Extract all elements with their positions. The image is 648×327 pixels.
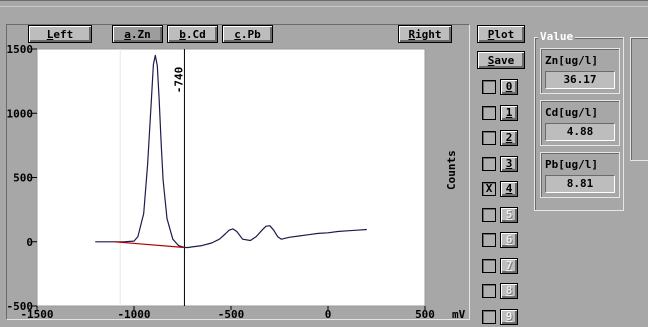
value-group-title: Value xyxy=(538,30,576,43)
y-tick-label: 500 xyxy=(13,172,33,185)
channel-2-checkbox[interactable] xyxy=(482,131,496,145)
x-tick-label: 500 xyxy=(415,308,435,321)
channel-3-checkbox[interactable] xyxy=(482,156,496,171)
value-field: 4.88 xyxy=(545,123,615,141)
channel-1-button[interactable]: 1 xyxy=(500,104,518,121)
channel-9-button[interactable]: 9 xyxy=(500,308,518,325)
channel-0-checkbox[interactable] xyxy=(482,80,496,94)
value-group xyxy=(534,37,624,211)
channel-7-button[interactable]: 7 xyxy=(500,257,518,274)
zn-button[interactable]: a .Zn xyxy=(112,25,163,43)
channel-3-button[interactable]: 3 xyxy=(500,155,518,172)
x-tick-label: -1000 xyxy=(117,308,150,321)
value-field: 8.81 xyxy=(545,175,615,193)
x-axis-label: mV xyxy=(452,308,466,321)
value-label: Zn[ug/l] xyxy=(545,54,598,67)
save-button-label: ave xyxy=(494,53,515,67)
value-label: Pb[ug/l] xyxy=(545,158,598,171)
value-label: Cd[ug/l] xyxy=(545,106,598,119)
cd-button-hotkey: b xyxy=(179,27,186,41)
cd-button[interactable]: b .Cd xyxy=(167,25,218,43)
side-panel-edge xyxy=(630,37,648,161)
top-edge-line xyxy=(0,0,648,1)
cd-button-label: .Cd xyxy=(185,27,206,41)
left-button-label: eft xyxy=(53,27,74,41)
channel-4-button[interactable]: 4 xyxy=(500,181,518,197)
marker-label: -740 xyxy=(172,67,185,94)
x-tick-label: -1500 xyxy=(20,308,53,321)
value-box: Zn[ug/l] 36.17 xyxy=(540,48,620,94)
plot-area xyxy=(36,48,426,307)
channel-7-checkbox[interactable] xyxy=(482,258,496,273)
y-tick-label: 1000 xyxy=(7,107,34,120)
plot-button-label: lot xyxy=(494,27,515,41)
right-button-label: ight xyxy=(415,27,442,41)
channel-2-button[interactable]: 2 xyxy=(500,130,518,146)
pb-button[interactable]: c .Pb xyxy=(222,25,273,43)
plot-button-hotkey: P xyxy=(487,27,495,41)
channel-5-checkbox[interactable] xyxy=(482,207,496,222)
y-tick-label: 1500 xyxy=(7,43,34,56)
left-button-hotkey: L xyxy=(46,27,54,41)
y-tick-label: -500 xyxy=(7,300,34,313)
channel-8-checkbox[interactable] xyxy=(482,284,496,298)
baseline-line xyxy=(114,241,185,249)
channel-5-button[interactable]: 5 xyxy=(500,206,518,223)
channel-6-checkbox[interactable] xyxy=(482,233,496,247)
y-tick-label: 0 xyxy=(26,236,33,249)
value-box: Cd[ug/l] 4.88 xyxy=(540,100,620,146)
pb-button-label: .Pb xyxy=(240,27,261,41)
channel-1-checkbox[interactable] xyxy=(482,105,496,120)
channel-0-button[interactable]: 0 xyxy=(500,79,518,95)
zn-button-label: .Zn xyxy=(130,27,151,41)
channel-9-checkbox[interactable] xyxy=(482,309,496,324)
channel-8-button[interactable]: 8 xyxy=(500,283,518,299)
x-tick-label: -500 xyxy=(218,308,245,321)
signal-curve xyxy=(95,54,367,249)
right-button-hotkey: R xyxy=(408,27,416,41)
channel-4-checkbox[interactable]: X xyxy=(482,182,496,196)
value-field: 36.17 xyxy=(545,71,615,89)
marker-label: -1071 xyxy=(108,63,121,96)
zn-button-hotkey: a xyxy=(124,27,131,41)
value-box: Pb[ug/l] 8.81 xyxy=(540,152,620,198)
x-tick-label: 0 xyxy=(325,308,332,321)
pb-button-hotkey: c xyxy=(234,27,241,41)
top-edge-highlight xyxy=(0,6,648,7)
plot-frame xyxy=(6,24,470,320)
channel-6-button[interactable]: 6 xyxy=(500,232,518,248)
y-axis-label: Counts xyxy=(445,150,458,190)
save-button-hotkey: S xyxy=(487,53,495,67)
